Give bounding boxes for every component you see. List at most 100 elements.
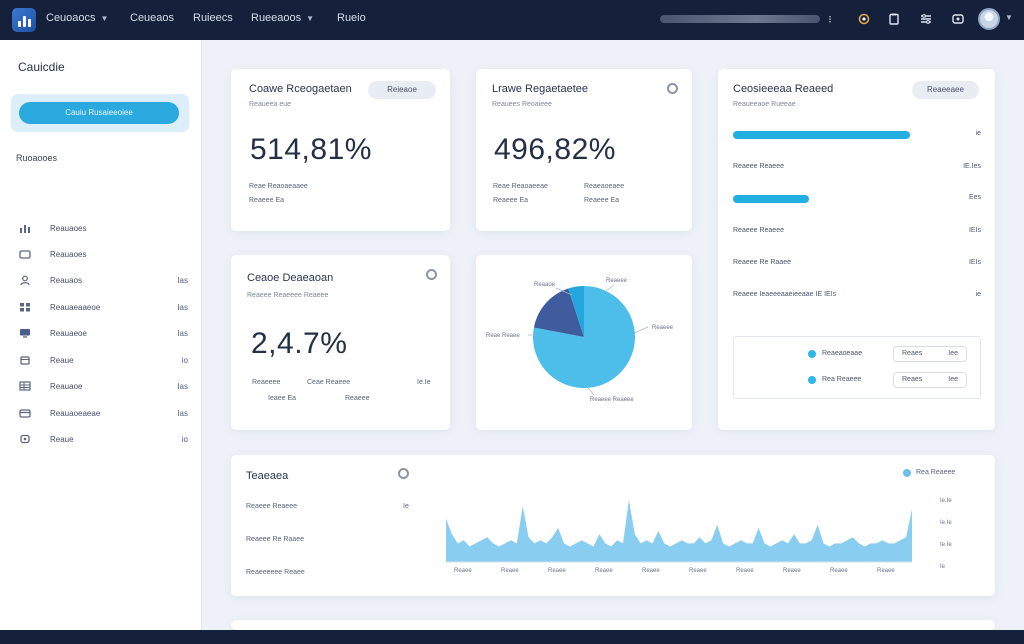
sidebar-primary-action-container: Cauiu Rusaieeoiee <box>11 94 189 132</box>
nav-item-4[interactable]: Rueio <box>337 12 366 24</box>
nav-item-3-label: Rueeaoos <box>251 12 302 24</box>
legend-label: Rea Reaeee <box>822 376 862 383</box>
trend-legend-swatch <box>903 469 911 477</box>
sidebar-item[interactable]: Reauaoe Ias <box>18 379 188 393</box>
pie-leader-line <box>555 287 573 296</box>
breakdown-card-filter-button[interactable]: Reaeeaee <box>912 81 979 99</box>
breakdown-row-value: IEIs <box>968 259 981 266</box>
trend-x-tick-label: Reaee <box>830 568 848 574</box>
legend-pill-label: Reaes <box>902 376 923 383</box>
table-icon <box>18 381 32 392</box>
next-card-partial <box>231 620 995 630</box>
sidebar-primary-button[interactable]: Cauiu Rusaieeoiee <box>19 102 179 124</box>
chevron-down-icon: ▼ <box>100 14 109 23</box>
pie-label: Reaeee Reaeee <box>590 397 634 403</box>
rate-card-meta-value-2: Reaeee Ea <box>584 197 620 204</box>
settings-icon[interactable] <box>398 468 409 479</box>
sidebar-item[interactable]: Reauaoes <box>18 221 188 235</box>
breakdown-bar <box>733 195 809 203</box>
rate-card <box>476 69 692 231</box>
sidebar-item[interactable]: Reauaeaaeoe Ias <box>18 300 188 314</box>
legend-pill-value: Iee <box>948 376 958 383</box>
chevron-down-icon: ▼ <box>306 14 315 23</box>
rate-card-meta-label-1: Reae Reaoaeeae <box>493 183 548 190</box>
nav-item-3[interactable]: Rueeaoos ▼ <box>251 12 314 24</box>
sidebar-item[interactable]: Reauaos Ias <box>18 273 188 287</box>
conversion-card-meta-value-3: Ie.Ie <box>417 379 431 386</box>
microphone-icon[interactable]: ⁝ <box>828 13 832 26</box>
pie-leader-line <box>605 284 615 292</box>
growth-card-title: Coawe Rceogaetaen <box>249 83 352 95</box>
nav-brand-menu[interactable]: Ceuoaocs ▼ <box>46 12 108 24</box>
legend-dot <box>808 376 816 384</box>
sidebar-item[interactable]: Reauaoeaeae Ias <box>18 406 188 420</box>
legend-label: Reaeaoeaae <box>822 350 863 357</box>
bar-chart-icon <box>18 223 32 234</box>
breakdown-row-label: Reaeee Re Raaee <box>733 259 791 266</box>
sidebar-item-label: Reauaoeaeae <box>50 408 101 418</box>
trend-x-tick-label: Reaee <box>454 568 472 574</box>
settings-icon[interactable] <box>426 269 437 280</box>
top-navigation-bar: Ceuoaocs ▼ Ceueaos Ruieecs Rueeaoos ▼ Ruei… <box>0 0 1024 40</box>
pie-label: Reaeee <box>652 325 674 331</box>
notification-icon[interactable] <box>856 11 872 27</box>
legend-dot <box>808 350 816 358</box>
growth-card-filter-button[interactable]: Reieaoe <box>368 81 436 99</box>
trend-left-label-3: Reaeeeeee Reaee <box>246 569 305 576</box>
breakdown-bar <box>733 131 910 139</box>
trend-y-tick-label: Ie.Ie <box>940 498 952 504</box>
sidebar-item[interactable]: Reauaoes <box>18 247 188 261</box>
apps-icon[interactable] <box>950 11 966 27</box>
settings-sliders-icon[interactable] <box>918 11 934 27</box>
app-logo-icon[interactable] <box>12 8 36 32</box>
trend-legend-label: Rea Reaeee <box>916 469 956 476</box>
settings-icon[interactable] <box>667 83 678 94</box>
sidebar-item[interactable]: Reauaeoe Ias <box>18 326 188 340</box>
trend-left-label-2: Reaeee Re Raaee <box>246 536 304 543</box>
wallet-icon <box>18 249 32 260</box>
sidebar-item[interactable]: Reaue io <box>18 432 188 446</box>
trend-x-tick-label: Reaee <box>501 568 519 574</box>
trend-x-tick-label: Reaee <box>783 568 801 574</box>
growth-card-value: 514,81% <box>250 133 372 166</box>
sidebar-item-count: Ias <box>177 381 188 391</box>
breakdown-row-value: ie <box>975 130 981 137</box>
clipboard-icon[interactable] <box>886 11 902 27</box>
grid-icon <box>18 302 32 313</box>
nav-item-1[interactable]: Ceueaos <box>130 12 175 24</box>
trend-left-label-1: Reaeee Reaeee <box>246 503 297 510</box>
search-input[interactable] <box>660 15 820 23</box>
user-icon <box>18 275 32 286</box>
trend-area-chart: Reaee Reaee Reaee Reaee Reaee Reaee Reaee Reaee… <box>446 498 952 574</box>
pie-label: Reae Reaee <box>486 333 520 339</box>
growth-card-meta-label: Reae Reaoaeaaee <box>249 183 308 190</box>
sidebar-title: Cauicdie <box>18 60 65 74</box>
breakdown-row-value: Ees <box>968 194 981 201</box>
monitor-icon <box>18 328 32 339</box>
sidebar-item-label: Reauaoes <box>50 249 87 259</box>
conversion-card-value: 2,4.7% <box>251 327 348 360</box>
nav-item-2[interactable]: Ruieecs <box>193 12 233 24</box>
breakdown-legend <box>733 336 981 399</box>
legend-value-pill[interactable]: Reaes Iee <box>893 346 967 362</box>
conversion-card <box>231 255 450 430</box>
trend-x-tick-label: Reaee <box>642 568 660 574</box>
chevron-down-icon[interactable]: ▼ <box>1005 13 1013 22</box>
trend-y-tick-label: Ie <box>940 564 946 570</box>
user-avatar[interactable] <box>978 8 1000 30</box>
conversion-card-meta-value-1: Ieaee Ea <box>268 395 297 402</box>
rate-card-value: 496,82% <box>494 133 616 166</box>
breakdown-row-value: IEIs <box>968 227 981 234</box>
trend-y-tick-label: Ie.Ie <box>940 520 952 526</box>
sidebar-section-label: Ruoaooes <box>16 153 58 163</box>
trend-area-series <box>446 500 912 562</box>
sidebar-item-label: Reaue <box>50 434 74 444</box>
sidebar-item[interactable]: Reaue io <box>18 353 188 367</box>
pie-leader-line <box>587 387 595 396</box>
legend-value-pill[interactable]: Reaes Iee <box>893 372 967 388</box>
box-icon <box>18 355 32 366</box>
card-icon <box>18 408 32 419</box>
layers-icon <box>18 434 32 445</box>
breakdown-card <box>718 69 995 430</box>
breakdown-card-title: Ceosieeeaa Reaeed <box>733 83 834 95</box>
